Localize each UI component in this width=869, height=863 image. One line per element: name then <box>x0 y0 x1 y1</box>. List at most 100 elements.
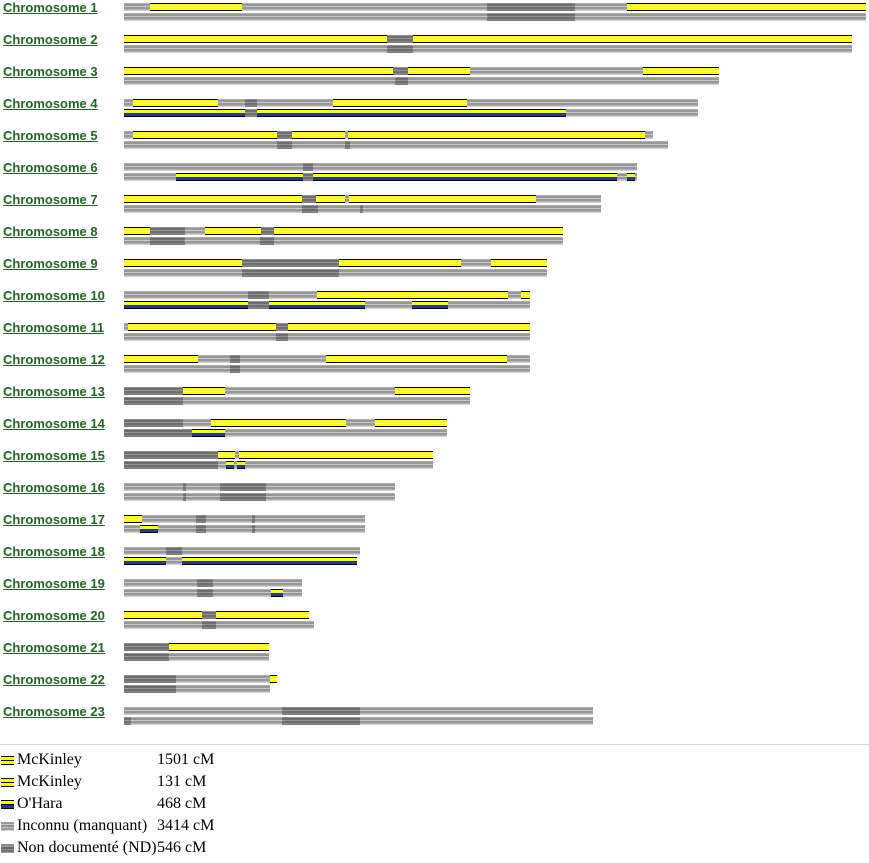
segment-nd <box>183 493 186 501</box>
segment-mckinley <box>274 227 563 235</box>
legend-cm-value: 3414 cM <box>157 817 215 834</box>
segment-nd <box>150 237 185 245</box>
segment-mckinley <box>150 3 242 11</box>
chromosome-link-23[interactable]: Chromosome 23 <box>3 704 105 719</box>
segment-mckinley <box>521 291 530 299</box>
segment-ohara <box>182 557 357 565</box>
segment-nd <box>261 227 274 235</box>
chromosome-link-21[interactable]: Chromosome 21 <box>3 640 105 655</box>
segment-nd <box>395 77 408 85</box>
segment-mckinley <box>395 387 470 395</box>
chromosome-23-copy-2-bar <box>124 717 593 725</box>
segment-nd <box>124 419 183 427</box>
legend-match-name: Inconnu (manquant) <box>17 817 148 834</box>
segment-nd <box>252 525 255 533</box>
segment-nd <box>245 109 257 117</box>
segment-ohara <box>257 109 566 117</box>
segment-mckinley <box>205 227 261 235</box>
segment-ohara <box>412 301 448 309</box>
segment-ohara <box>226 461 234 469</box>
chromosome-link-20[interactable]: Chromosome 20 <box>3 608 105 623</box>
segment-nd <box>202 611 216 619</box>
chromosome-17-copy-1-bar <box>124 515 365 523</box>
chromosome-link-11[interactable]: Chromosome 11 <box>3 320 105 335</box>
chromosome-1-copy-2-bar <box>124 13 866 21</box>
segment-ohara <box>176 173 303 181</box>
segment-nd <box>252 515 255 523</box>
segment-mckinley <box>128 323 276 331</box>
segment-mckinley <box>408 67 470 75</box>
chromosome-link-12[interactable]: Chromosome 12 <box>3 352 105 367</box>
segment-mckinley <box>239 451 433 459</box>
ohara-segment-swatch-icon <box>1 800 14 809</box>
chromosome-link-13[interactable]: Chromosome 13 <box>3 384 105 399</box>
chromosome-8-copy-2-bar <box>124 237 563 245</box>
chromosome-link-14[interactable]: Chromosome 14 <box>3 416 105 431</box>
chromosome-21-copy-1-bar <box>124 643 269 651</box>
chromosome-link-2[interactable]: Chromosome 2 <box>3 32 98 47</box>
chromosome-9-copy-1-bar <box>124 259 547 267</box>
legend-row-nd: Non documenté (ND) 546 cM <box>1 839 401 861</box>
segment-mckinley <box>643 67 719 75</box>
segment-ohara <box>269 301 365 309</box>
chromosome-7-copy-1-bar <box>124 195 601 203</box>
chromosome-link-8[interactable]: Chromosome 8 <box>3 224 98 239</box>
segment-nd <box>124 685 176 693</box>
segment-nd <box>387 45 413 53</box>
legend-match-name: Non documenté (ND) <box>17 839 157 856</box>
segment-nd <box>387 35 413 43</box>
chromosome-12-copy-2-bar <box>124 365 530 373</box>
chromosome-17-copy-2-bar <box>124 525 365 533</box>
chromosome-link-15[interactable]: Chromosome 15 <box>3 448 105 463</box>
chromosome-15-copy-1-bar <box>124 451 433 459</box>
mckinley-segment-swatch-icon <box>1 756 14 765</box>
segment-mckinley <box>270 675 277 683</box>
chromosome-22-copy-1-bar <box>124 675 277 683</box>
segment-mckinley <box>288 323 530 331</box>
chromosome-link-3[interactable]: Chromosome 3 <box>3 64 98 79</box>
chromosome-link-10[interactable]: Chromosome 10 <box>3 288 105 303</box>
segment-nd <box>245 99 257 107</box>
chromosome-link-1[interactable]: Chromosome 1 <box>3 0 98 15</box>
chromosome-link-5[interactable]: Chromosome 5 <box>3 128 98 143</box>
chromosome-link-6[interactable]: Chromosome 6 <box>3 160 98 175</box>
chromosome-link-19[interactable]: Chromosome 19 <box>3 576 105 591</box>
chromosome-link-16[interactable]: Chromosome 16 <box>3 480 105 495</box>
chromosome-link-22[interactable]: Chromosome 22 <box>3 672 105 687</box>
chromosome-16-copy-1-bar <box>124 483 395 491</box>
legend-match-name: McKinley <box>17 773 82 790</box>
segment-nd <box>124 387 183 395</box>
chromosome-link-4[interactable]: Chromosome 4 <box>3 96 98 111</box>
segment-nd <box>393 67 408 75</box>
chromosome-link-7[interactable]: Chromosome 7 <box>3 192 98 207</box>
chromosome-link-9[interactable]: Chromosome 9 <box>3 256 98 271</box>
chromosome-link-18[interactable]: Chromosome 18 <box>3 544 105 559</box>
segment-mckinley <box>124 67 393 75</box>
segment-nd <box>276 323 288 331</box>
segment-nd <box>303 173 313 181</box>
chromosome-4-copy-1-bar <box>124 99 698 107</box>
segment-mckinley <box>124 515 142 523</box>
segment-mckinley <box>124 611 202 619</box>
segment-nd <box>124 717 131 725</box>
segment-ohara <box>124 301 248 309</box>
segment-nd <box>196 515 206 523</box>
segment-nd <box>276 333 288 341</box>
segment-mckinley <box>316 195 345 203</box>
segment-mckinley <box>491 259 547 267</box>
segment-nd <box>124 461 218 469</box>
segment-nd <box>202 621 216 629</box>
segment-mckinley <box>348 131 645 139</box>
segment-mckinley <box>413 35 852 43</box>
segment-nd <box>197 589 213 597</box>
segment-nd <box>248 291 269 299</box>
legend-match-name: McKinley <box>17 751 82 768</box>
chromosome-8-copy-1-bar <box>124 227 563 235</box>
chromosome-23-copy-1-bar <box>124 707 593 715</box>
segment-nd <box>230 365 240 373</box>
segment-mckinley <box>292 131 345 139</box>
segment-mckinley <box>627 3 866 11</box>
chromosome-link-17[interactable]: Chromosome 17 <box>3 512 105 527</box>
segment-nd <box>302 205 318 213</box>
